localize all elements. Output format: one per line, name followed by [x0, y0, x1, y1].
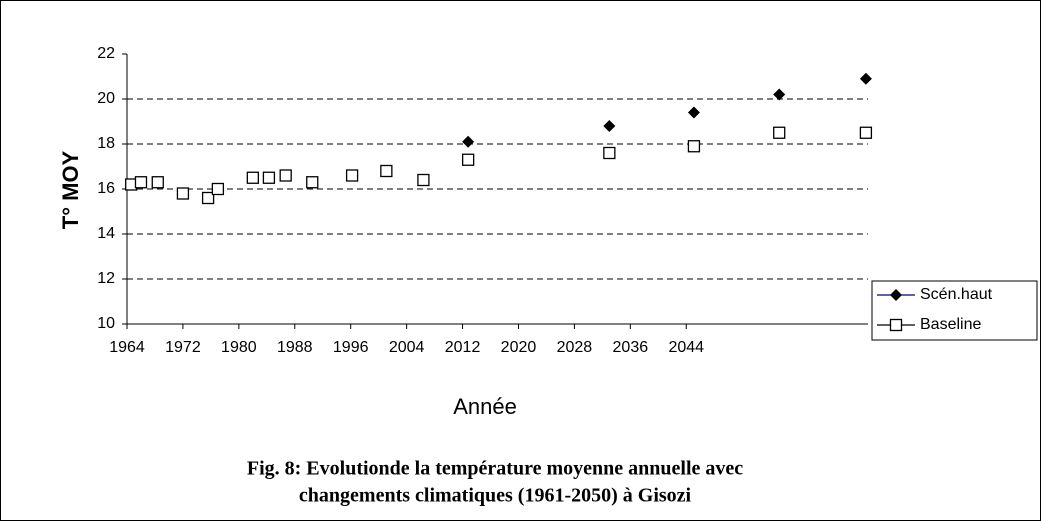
square-marker [246, 171, 259, 184]
y-tick-label: 20 [97, 90, 115, 107]
square-marker [889, 318, 903, 332]
x-tick-label: 2020 [501, 339, 537, 356]
x-tick-label: 1980 [221, 339, 257, 356]
y-axis-label: T° MOY [58, 150, 83, 229]
x-tick-label: 2028 [557, 339, 593, 356]
square-marker [262, 171, 276, 184]
diamond-marker [687, 106, 700, 119]
x-tick-label: 2012 [445, 339, 481, 356]
square-marker [211, 182, 225, 196]
square-marker [380, 164, 393, 178]
diamond-marker [603, 120, 616, 132]
square-marker [151, 176, 164, 189]
x-tick-label: 2044 [668, 339, 704, 356]
square-marker [603, 146, 616, 160]
x-tick-label: 1988 [277, 339, 313, 356]
square-marker [306, 176, 319, 189]
square-marker [279, 169, 292, 182]
y-tick-label: 14 [97, 225, 115, 242]
square-marker [773, 126, 786, 139]
y-tick-label: 10 [97, 315, 115, 332]
legend-label: Baseline [920, 316, 981, 333]
square-marker [134, 176, 148, 189]
y-tick-label: 22 [97, 45, 115, 62]
square-marker [859, 126, 873, 139]
x-tick-label: 2036 [613, 339, 649, 356]
square-marker [345, 169, 359, 182]
x-tick-label: 1964 [109, 339, 145, 356]
square-marker [417, 173, 430, 187]
diamond-marker [859, 72, 872, 85]
caption: Fig. 8: Evolutionde la température moyen… [247, 458, 743, 480]
x-tick-label: 2004 [389, 339, 425, 356]
legend-label: Scén.haut [920, 286, 993, 303]
caption: changements climatiques (1961-2050) à Gi… [299, 485, 692, 507]
y-tick-label: 16 [97, 180, 115, 197]
square-marker [461, 153, 475, 166]
x-tick-label: 1972 [165, 339, 201, 356]
y-tick-label: 12 [97, 270, 115, 287]
diamond-marker [773, 88, 786, 101]
y-tick-label: 18 [97, 135, 115, 152]
x-axis-label: Année [453, 394, 517, 419]
diamond-marker [462, 135, 475, 148]
x-tick-label: 1996 [333, 339, 369, 356]
square-marker [687, 140, 701, 153]
diamond-marker [890, 289, 902, 301]
square-marker [176, 187, 190, 200]
square-marker [201, 191, 215, 205]
